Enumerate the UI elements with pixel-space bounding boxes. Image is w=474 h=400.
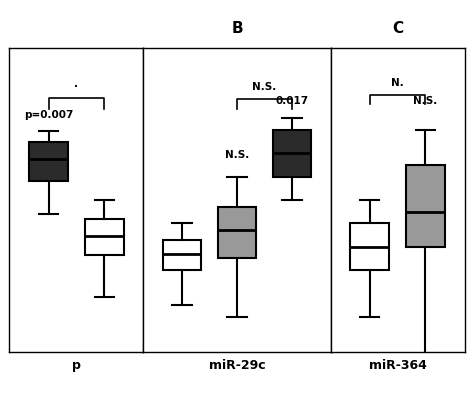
Text: .: . xyxy=(74,80,78,90)
PathPatch shape xyxy=(350,223,389,270)
X-axis label: miR-364: miR-364 xyxy=(369,359,427,372)
Text: N.S.: N.S. xyxy=(225,150,249,160)
PathPatch shape xyxy=(29,142,68,181)
Text: 0.017: 0.017 xyxy=(275,96,309,106)
Text: N.S.: N.S. xyxy=(413,96,438,106)
Text: p=0.007: p=0.007 xyxy=(24,110,73,120)
Text: C: C xyxy=(392,21,403,36)
PathPatch shape xyxy=(218,207,256,258)
PathPatch shape xyxy=(163,240,201,270)
PathPatch shape xyxy=(273,130,311,177)
X-axis label: miR-29c: miR-29c xyxy=(209,359,265,372)
Text: N.S.: N.S. xyxy=(253,82,277,92)
X-axis label: p: p xyxy=(72,359,81,372)
PathPatch shape xyxy=(406,165,445,247)
PathPatch shape xyxy=(85,219,124,255)
Text: B: B xyxy=(231,21,243,36)
Text: N.: N. xyxy=(391,78,404,88)
